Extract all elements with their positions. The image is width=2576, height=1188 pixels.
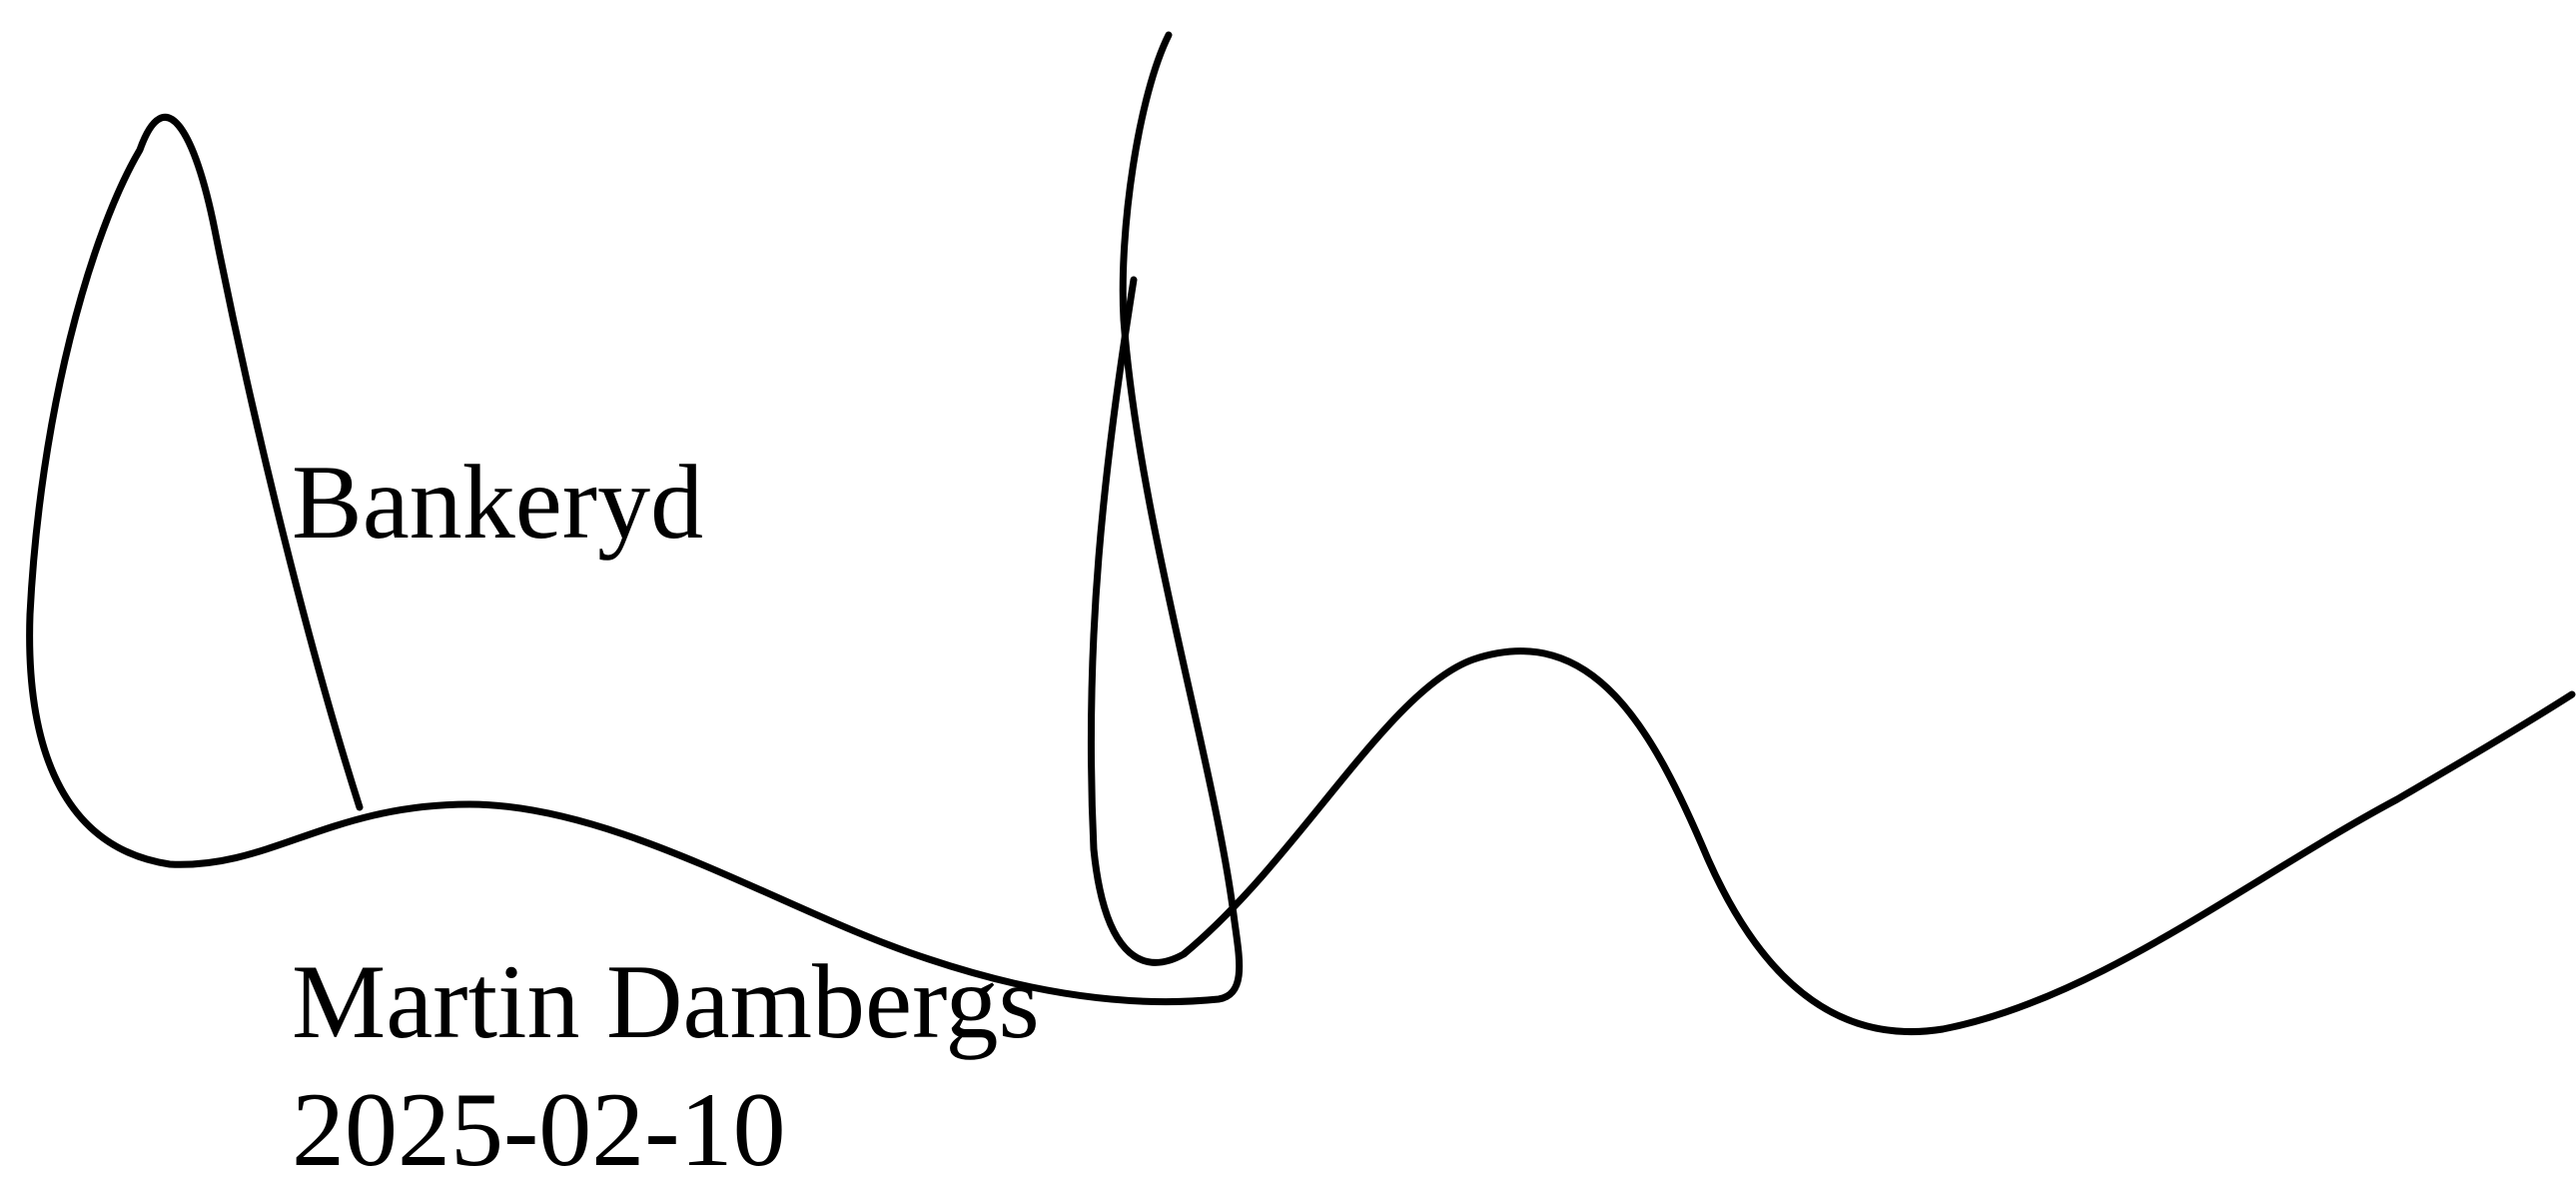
signing-place: Bankeryd [292, 444, 704, 561]
signing-date: 2025-02-10 [292, 1071, 786, 1188]
signer-name: Martin Dambergs [292, 943, 1040, 1060]
